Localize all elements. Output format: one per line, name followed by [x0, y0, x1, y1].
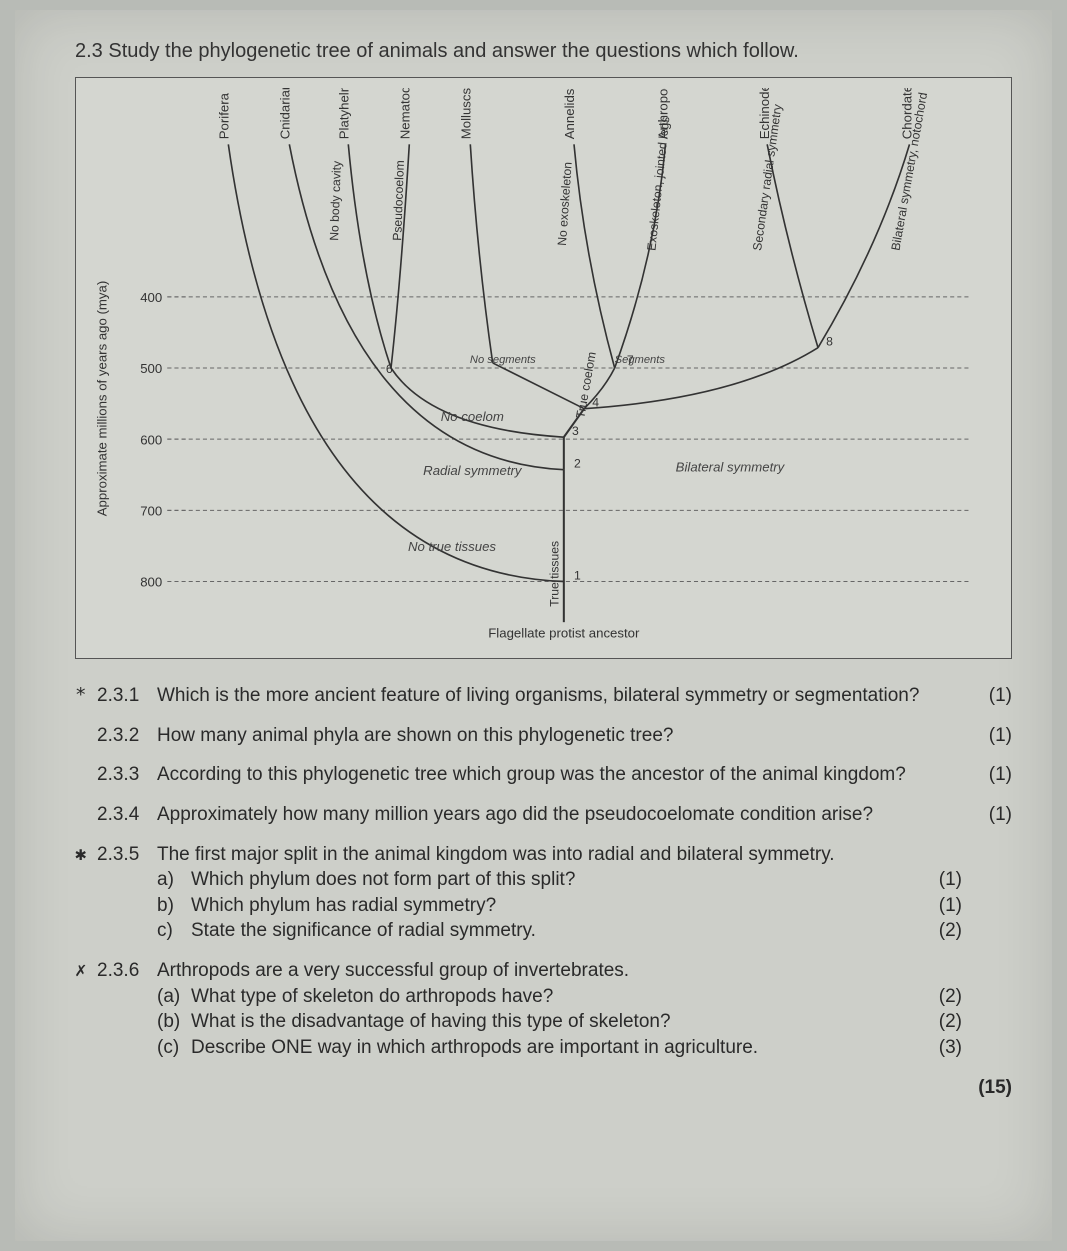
label-bilateral: Bilateral symmetry: [676, 460, 786, 475]
branchlabel-exoskeleton: Exoskeleton, jointed legs: [644, 116, 672, 252]
subquestions: a) Which phylum does not form part of th…: [157, 867, 962, 944]
label-no-coelom: No coelom: [441, 409, 504, 424]
node-7: 7: [627, 353, 634, 367]
tip-molluscs: Molluscs: [458, 88, 473, 139]
question-2-3-5: ✱ 2.3.5 The first major split in the ani…: [75, 842, 1012, 945]
question-number: 2.3.1: [97, 683, 157, 709]
branch-annelids: [574, 144, 615, 368]
phylogenetic-diagram: Approximate millions of years ago (mya) …: [75, 77, 1012, 659]
branchlabel-no-body-cavity: No body cavity: [327, 160, 344, 241]
question-text: Which is the more ancient feature of liv…: [157, 683, 962, 709]
node-1: 1: [574, 568, 581, 582]
sub-c: c) State the significance of radial symm…: [157, 918, 962, 944]
node-2: 2: [574, 457, 581, 471]
question-2-3-2: 2.3.2 How many animal phyla are shown on…: [75, 723, 1012, 749]
asterisk-mark: *: [75, 683, 97, 709]
sub-b: b) Which phylum has radial symmetry? (1): [157, 893, 962, 919]
subquestions: (a) What type of skeleton do arthropods …: [157, 984, 962, 1061]
question-2-3-6: ✗ 2.3.6 Arthropods are a very successful…: [75, 958, 1012, 1061]
question-marks: (1): [962, 683, 1012, 709]
label-no-true-tissues: No true tissues: [408, 539, 496, 554]
sub-a: a) Which phylum does not form part of th…: [157, 867, 962, 893]
node-8: 8: [826, 335, 833, 349]
question-text: Arthropods are a very successful group o…: [157, 958, 962, 984]
branchlabel-no-exoskeleton: No exoskeleton: [555, 161, 575, 246]
question-2-3-3: 2.3.3 According to this phylogenetic tre…: [75, 762, 1012, 788]
ytick-800: 800: [140, 575, 162, 590]
branchlabel-secondary-radial: Secondary radial symmetry: [750, 102, 785, 251]
branch-no-coelom: [391, 368, 564, 437]
ytick-500: 500: [140, 361, 162, 376]
question-text: The first major split in the animal king…: [157, 842, 962, 868]
worksheet-page: 2.3 Study the phylogenetic tree of anima…: [15, 10, 1052, 1241]
label-segments: Segments: [615, 354, 666, 366]
section-title: 2.3 Study the phylogenetic tree of anima…: [75, 40, 1012, 63]
branchlabel-pseudocoelom: Pseudocoelom: [390, 160, 407, 241]
tip-nematodes: Nematodes: [397, 88, 412, 139]
sub-a: (a) What type of skeleton do arthropods …: [157, 984, 962, 1010]
label-radial: Radial symmetry: [423, 463, 523, 478]
tip-porifera: Porifera: [216, 92, 231, 139]
tip-cnidarians: Cnidarians: [277, 88, 292, 139]
y-axis-label: Approximate millions of years ago (mya): [94, 281, 109, 517]
ytick-400: 400: [140, 290, 162, 305]
root-label: Flagellate protist ancestor: [488, 625, 640, 640]
tree-svg: Approximate millions of years ago (mya) …: [86, 88, 1001, 648]
ytick-600: 600: [140, 432, 162, 447]
total-marks: (15): [75, 1075, 1012, 1101]
questions-block: * 2.3.1 Which is the more ancient featur…: [75, 683, 1012, 1100]
tip-platy: Platyhelminthes: [336, 88, 351, 139]
question-2-3-1: * 2.3.1 Which is the more ancient featur…: [75, 683, 1012, 709]
label-true-tissues: True tissues: [548, 541, 562, 607]
tip-labels: Porifera Cnidarians Platyhelminthes Nema…: [216, 88, 914, 139]
branch-molluscs: [470, 144, 492, 363]
label-no-segments: No segments: [470, 354, 536, 366]
sub-c: (c) Describe ONE way in which arthropods…: [157, 1035, 962, 1061]
node-3: 3: [572, 424, 579, 438]
tip-annelids: Annelids: [562, 88, 577, 139]
sub-b: (b) What is the disadvantage of having t…: [157, 1009, 962, 1035]
question-2-3-4: 2.3.4 Approximately how many million yea…: [75, 802, 1012, 828]
ytick-700: 700: [140, 503, 162, 518]
